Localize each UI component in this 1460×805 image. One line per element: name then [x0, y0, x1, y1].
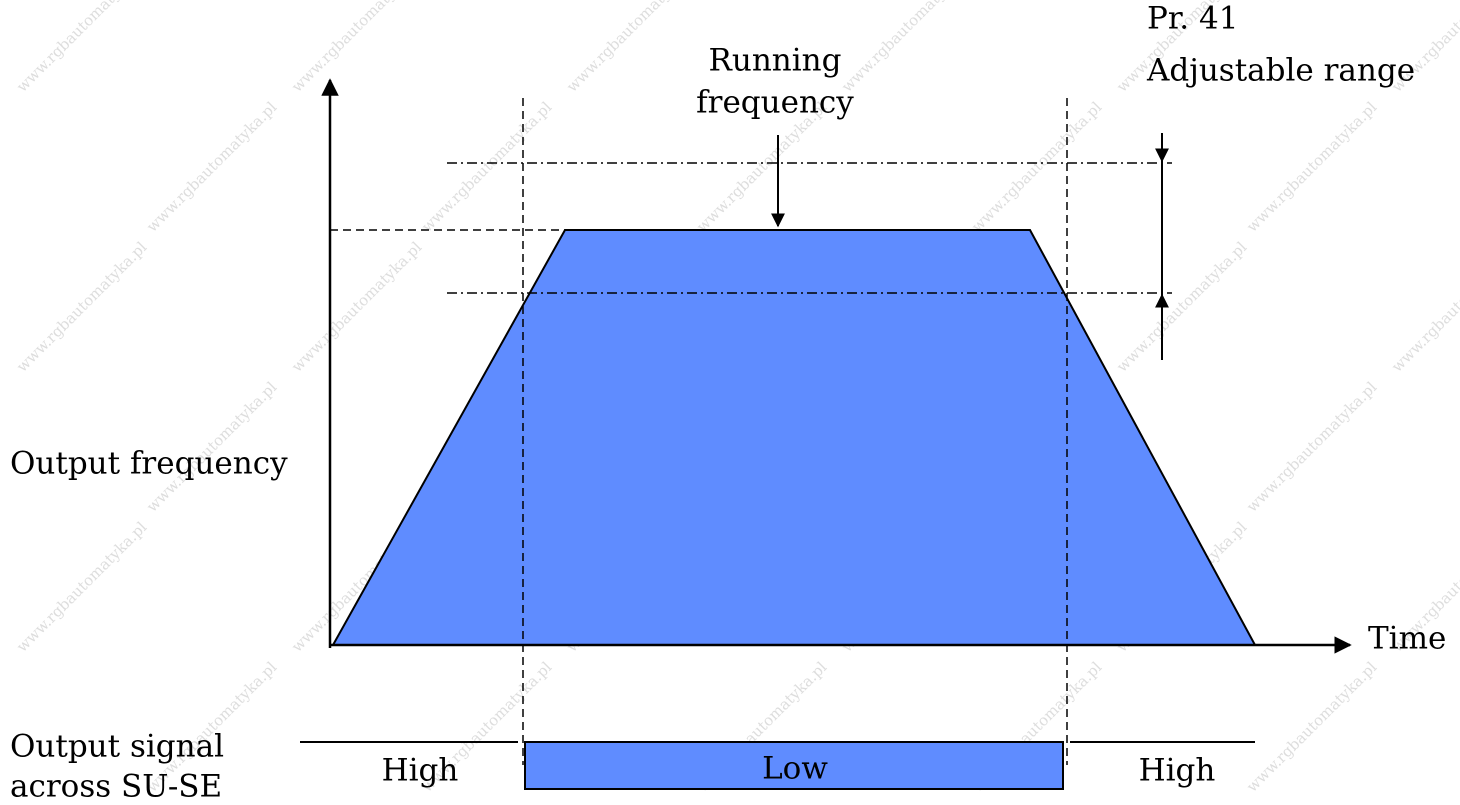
- label: Output signal: [10, 729, 224, 765]
- watermark: www.rgbautomatyka.pl: [288, 238, 426, 376]
- label: Running: [709, 43, 842, 79]
- state-label: High: [1139, 753, 1216, 789]
- watermark: www.rgbautomatyka.pl: [838, 0, 976, 96]
- label: frequency: [696, 85, 854, 121]
- label: across SU-SE: [10, 769, 222, 805]
- label: Adjustable range: [1146, 53, 1415, 89]
- y-axis-label: Output frequency: [10, 446, 288, 482]
- watermark: www.rgbautomatyka.pl: [563, 0, 701, 96]
- watermark: www.rgbautomatyka.pl: [418, 98, 556, 236]
- watermark: www.rgbautomatyka.pl: [1113, 238, 1251, 376]
- watermark: www.rgbautomatyka.pl: [13, 238, 151, 376]
- watermark: www.rgbautomatyka.pl: [13, 0, 151, 96]
- watermark: www.rgbautomatyka.pl: [1243, 658, 1381, 796]
- watermark: www.rgbautomatyka.pl: [13, 518, 151, 656]
- signal-low: [524, 741, 1064, 790]
- state-label: Low: [762, 751, 828, 787]
- watermark: www.rgbautomatyka.pl: [1243, 98, 1381, 236]
- watermark: www.rgbautomatyka.pl: [1388, 238, 1460, 376]
- state-label: High: [382, 753, 459, 789]
- label: Pr. 41: [1147, 1, 1238, 37]
- watermark: www.rgbautomatyka.pl: [1243, 378, 1381, 516]
- watermark: www.rgbautomatyka.pl: [143, 98, 281, 236]
- x-axis-label: Time: [1368, 621, 1446, 657]
- watermark: www.rgbautomatyka.pl: [288, 0, 426, 96]
- watermark: www.rgbautomatyka.pl: [968, 98, 1106, 236]
